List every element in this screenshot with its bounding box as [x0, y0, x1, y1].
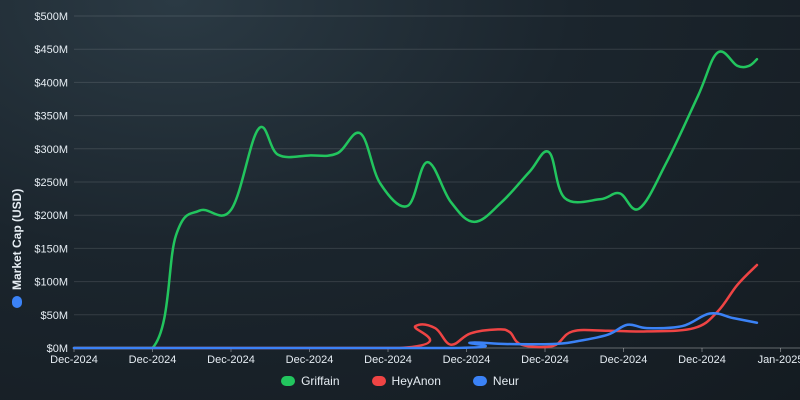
y-tick-label: $150M — [34, 243, 68, 255]
legend-label-neur: Neur — [492, 374, 519, 388]
y-axis-title-swatch — [12, 296, 22, 308]
x-tick-label: Dec-2024 — [364, 354, 412, 366]
y-axis-ticks: $0M $50M $100M $150M $200M $250M $300M $350M $40… — [34, 11, 68, 355]
legend-swatch-neur — [472, 376, 487, 386]
market-cap-chart: $0M $50M $100M $150M $200M $250M $300M $350M $40… — [10, 11, 800, 366]
x-tick-label: Dec-2024 — [443, 354, 491, 366]
y-tick-label: $250M — [34, 177, 68, 189]
legend-label-heyanon: HeyAnon — [391, 374, 441, 388]
legend-swatch-heyanon — [371, 376, 386, 386]
x-tick-label: Dec-2024 — [521, 354, 569, 366]
x-tick-label: Dec-2024 — [678, 354, 726, 366]
series-lines — [72, 50, 759, 350]
y-tick-label: $0M — [47, 343, 68, 355]
series-line-heyanon — [72, 263, 759, 350]
y-tick-label: $300M — [34, 144, 68, 156]
y-tick-label: $200M — [34, 210, 68, 222]
legend-item-heyanon[interactable]: HeyAnon — [371, 374, 441, 388]
legend-label-griffain: Griffain — [301, 374, 340, 388]
y-tick-label: $50M — [40, 310, 68, 322]
legend-item-neur[interactable]: Neur — [472, 374, 519, 388]
x-tick-label: Dec-2024 — [129, 354, 177, 366]
y-tick-label: $350M — [34, 111, 68, 123]
x-axis-ticks: Dec-2024 Dec-2024 Dec-2024 Dec-2024 Dec-2024… — [50, 348, 800, 366]
y-tick-label: $100M — [34, 277, 68, 289]
x-tick-label: Dec-2024 — [286, 354, 334, 366]
legend-item-griffain[interactable]: Griffain — [281, 374, 340, 388]
series-line-neur — [72, 311, 759, 350]
x-tick-label: Jan-2025 — [758, 354, 800, 366]
x-tick-label: Dec-2024 — [207, 354, 255, 366]
x-tick-label: Dec-2024 — [600, 354, 648, 366]
y-tick-label: $450M — [34, 44, 68, 56]
legend: Griffain HeyAnon Neur — [0, 374, 800, 388]
legend-swatch-griffain — [281, 376, 296, 386]
y-tick-label: $400M — [34, 77, 68, 89]
y-axis-label: Market Cap (USD) — [10, 189, 24, 290]
x-tick-label: Dec-2024 — [50, 354, 98, 366]
series-line-griffain — [72, 50, 759, 350]
y-axis-title: Market Cap (USD) — [10, 189, 24, 308]
grid-lines — [74, 15, 800, 349]
y-tick-label: $500M — [34, 11, 68, 23]
